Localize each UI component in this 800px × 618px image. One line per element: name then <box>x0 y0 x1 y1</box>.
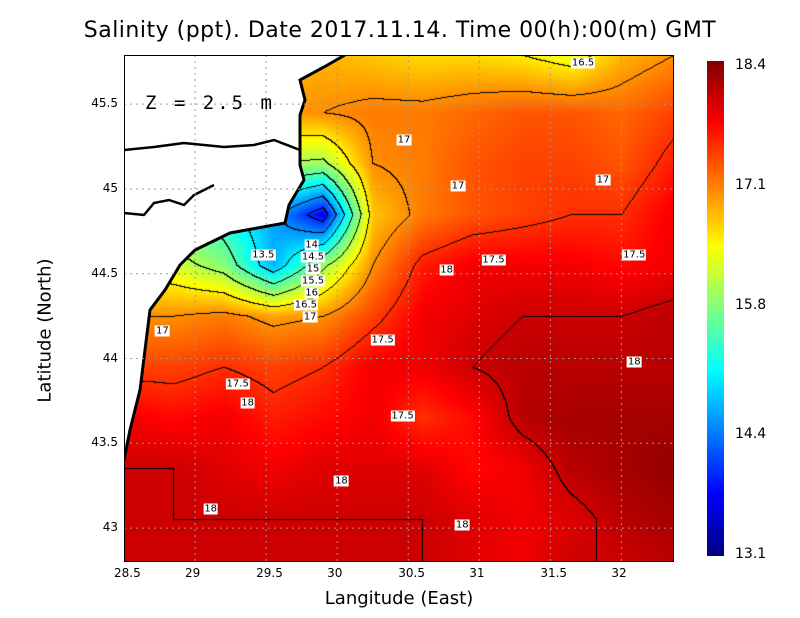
y-axis-label: Latitude (North) <box>34 258 56 403</box>
contour-label: 16 <box>304 287 319 299</box>
colorbar-label: 18.4 <box>735 57 767 73</box>
x-tick-label: 30.5 <box>398 566 425 580</box>
x-tick-label: 31 <box>469 566 485 580</box>
y-tick-label: 45 <box>102 180 118 195</box>
plot-frame <box>124 55 674 562</box>
contour-label: 14.5 <box>300 251 326 263</box>
chart-title: Salinity (ppt). Date 2017.11.14. Time 00… <box>83 18 717 43</box>
contour-label: 16.5 <box>570 57 596 69</box>
danube-delta-line <box>124 138 301 152</box>
contour-label: 18 <box>334 475 349 487</box>
y-tick-label: 44.5 <box>91 265 118 280</box>
contour-label: 14 <box>304 239 319 251</box>
contour-label: 15.5 <box>300 275 326 287</box>
x-tick-label: 29.5 <box>256 566 283 580</box>
contour-label: 17.5 <box>481 254 506 266</box>
y-tick-label: 43.5 <box>91 435 118 450</box>
contour-label: 17.5 <box>370 334 395 346</box>
y-tick-label: 45.5 <box>91 96 118 111</box>
contour-label: 17 <box>595 174 611 186</box>
x-tick-label: 30 <box>327 566 343 580</box>
plot-area <box>124 55 674 562</box>
colorbar-label: 15.8 <box>735 296 767 313</box>
contour-label: 18 <box>439 264 454 276</box>
x-axis-label: Langitude (East) <box>324 588 474 609</box>
contour-label: 17.5 <box>390 410 415 422</box>
contour-label: 17.5 <box>622 249 647 261</box>
contour-label: 18 <box>454 519 470 531</box>
x-tick-label: 31.5 <box>540 566 568 580</box>
contour-label: 18 <box>626 356 642 368</box>
land-area <box>124 55 345 460</box>
lagoon-line <box>124 183 215 217</box>
x-tick-label: 28.5 <box>114 566 141 580</box>
y-tick-label: 43 <box>102 520 118 535</box>
contour-label: 17 <box>396 134 412 146</box>
contour-label: 17 <box>302 311 318 323</box>
x-tick-label: 29 <box>185 566 201 580</box>
depth-annotation: Z = 2.5 m <box>145 92 275 114</box>
contour-label: 17 <box>450 180 466 192</box>
contour-label: 17 <box>154 325 170 337</box>
coastline <box>124 55 346 461</box>
colorbar-label: 13.1 <box>735 546 767 562</box>
colorbar-label: 17.1 <box>735 176 767 193</box>
contour-label: 17.5 <box>225 378 250 390</box>
contour-label: 13.5 <box>251 249 276 261</box>
y-tick-label: 44 <box>102 350 118 365</box>
map-overlay <box>124 55 674 562</box>
contour-label: 16.5 <box>293 299 319 311</box>
x-tick-label: 32 <box>611 566 627 580</box>
colorbar-label: 14.4 <box>735 426 767 443</box>
colorbar <box>707 61 724 556</box>
contour-label: 18 <box>203 503 219 515</box>
contour-label: 15 <box>305 263 321 275</box>
contour-label: 18 <box>240 397 256 409</box>
